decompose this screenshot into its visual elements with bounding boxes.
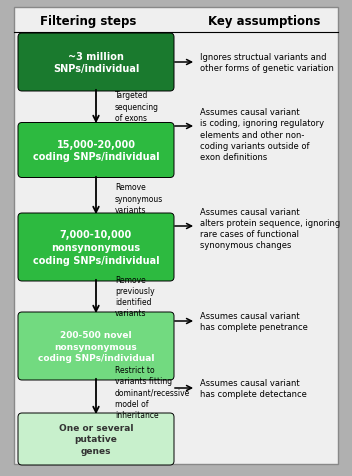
FancyBboxPatch shape — [18, 123, 174, 178]
Text: 7,000-10,000
nonsynonymous
coding SNPs/individual: 7,000-10,000 nonsynonymous coding SNPs/i… — [33, 230, 159, 265]
Text: Restrict to
variants fitting
dominant/recessive
model of
inheritance: Restrict to variants fitting dominant/re… — [115, 366, 190, 419]
FancyBboxPatch shape — [18, 34, 174, 92]
Text: One or several
putative
genes: One or several putative genes — [59, 423, 133, 455]
Text: Remove
previously
identified
variants: Remove previously identified variants — [115, 275, 155, 317]
FancyBboxPatch shape — [14, 8, 338, 464]
FancyBboxPatch shape — [18, 312, 174, 380]
Text: Remove
synonymous
variants: Remove synonymous variants — [115, 183, 163, 214]
Text: Ignores structual variants and
other forms of genetic variation: Ignores structual variants and other for… — [200, 53, 334, 73]
FancyBboxPatch shape — [18, 413, 174, 465]
FancyBboxPatch shape — [18, 214, 174, 281]
Text: Assumes causal variant
alters protein sequence, ignoring
rare cases of functiona: Assumes causal variant alters protein se… — [200, 208, 340, 249]
Text: Assumes causal variant
has complete detectance: Assumes causal variant has complete dete… — [200, 378, 307, 398]
Text: Assumes causal variant
is coding, ignoring regulatory
elements and other non-
co: Assumes causal variant is coding, ignori… — [200, 108, 324, 161]
Text: 200-500 novel
nonsynonymous
coding SNPs/individual: 200-500 novel nonsynonymous coding SNPs/… — [38, 330, 154, 362]
Text: Targeted
sequencing
of exons: Targeted sequencing of exons — [115, 91, 159, 122]
Text: ~3 million
SNPs/individual: ~3 million SNPs/individual — [53, 51, 139, 74]
Text: 15,000-20,000
coding SNPs/individual: 15,000-20,000 coding SNPs/individual — [33, 139, 159, 162]
Text: Filtering steps: Filtering steps — [40, 14, 136, 28]
Text: Assumes causal variant
has complete penetrance: Assumes causal variant has complete pene… — [200, 311, 308, 331]
Text: Key assumptions: Key assumptions — [208, 14, 320, 28]
